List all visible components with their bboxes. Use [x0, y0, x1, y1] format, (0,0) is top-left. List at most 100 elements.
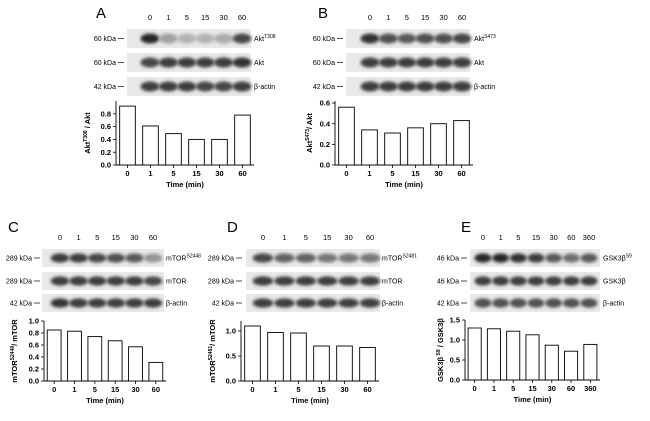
- x-axis-label: Time (min): [385, 180, 423, 189]
- kda-label: 289 kDa: [6, 256, 32, 263]
- lane-label: 5: [405, 13, 409, 22]
- blot-band: [274, 276, 295, 286]
- blot-strip: [42, 249, 164, 267]
- blot-band: [87, 298, 107, 308]
- x-tick-label: 1: [273, 385, 277, 394]
- blot-band: [50, 276, 70, 286]
- bar: [119, 105, 136, 166]
- blot-band: [415, 81, 435, 92]
- y-tick-label: 0.2: [320, 140, 330, 149]
- blot-band: [359, 276, 381, 286]
- x-tick-label: 5: [296, 385, 300, 394]
- blot-band: [316, 276, 338, 286]
- blot-band: [434, 33, 454, 44]
- bar: [453, 120, 470, 166]
- blot-strip: [346, 77, 472, 96]
- lane-label: 360: [583, 233, 596, 242]
- panel-letter: A: [96, 5, 106, 22]
- blot-band: [125, 298, 144, 308]
- blot-band: [580, 276, 598, 286]
- blot-band: [397, 33, 417, 44]
- y-axis-label: GSK3β S9 / GSK3β: [436, 318, 445, 382]
- lane-label: 15: [421, 13, 429, 22]
- y-tick-label: 0.4: [101, 135, 112, 144]
- marker-label: Akt: [474, 60, 484, 67]
- bar: [384, 132, 401, 166]
- y-axis-label: AktS473/ Akt: [305, 113, 314, 153]
- blot-band: [527, 298, 545, 308]
- blot-band: [140, 33, 160, 44]
- blot-band: [232, 57, 252, 68]
- bar: [211, 138, 228, 166]
- bar: [338, 106, 355, 166]
- y-tick-label: 0.6: [320, 99, 330, 108]
- blot-band: [434, 57, 454, 68]
- bar: [506, 330, 521, 381]
- blot-band: [125, 253, 144, 263]
- lane-label: 15: [112, 233, 120, 242]
- y-tick-label: 0.0: [320, 161, 330, 170]
- x-tick-label: 60: [238, 169, 246, 178]
- blot-band: [509, 298, 527, 308]
- bar: [290, 332, 307, 382]
- y-tick-label: 0.8: [29, 329, 39, 338]
- marker-label: mTOR: [166, 279, 186, 286]
- blot-band: [338, 298, 359, 308]
- blot-band: [359, 253, 381, 263]
- x-tick-label: 60: [457, 169, 465, 178]
- blot-band: [474, 276, 492, 286]
- bar: [87, 336, 103, 382]
- lane-label: 5: [516, 233, 520, 242]
- kda-label: 60 kDa: [313, 36, 335, 43]
- lane-label: 0: [368, 13, 372, 22]
- lane-label: 30: [549, 233, 557, 242]
- blot-band: [143, 276, 163, 286]
- bar: [336, 345, 353, 382]
- x-tick-label: 360: [584, 384, 597, 393]
- x-tick-label: 5: [171, 169, 175, 178]
- x-tick-label: 60: [363, 385, 371, 394]
- lane-label: 0: [261, 233, 265, 242]
- y-tick-label: 0.0: [29, 377, 39, 386]
- blot-band: [562, 298, 580, 308]
- blot-band: [360, 33, 380, 44]
- lane-label: 15: [532, 233, 540, 242]
- panel-letter: B: [318, 5, 328, 22]
- y-axis-label: mTORS2448/ mTOR: [10, 319, 19, 383]
- y-tick-label: 0.5: [226, 352, 236, 361]
- bar: [486, 328, 501, 381]
- blot-band: [87, 276, 107, 286]
- lane-label: 1: [386, 13, 390, 22]
- blot-band: [415, 57, 435, 68]
- blot-strip: [470, 272, 600, 290]
- y-tick-label: 0.0: [101, 161, 111, 170]
- lane-label: 30: [219, 13, 227, 22]
- bar: [467, 327, 482, 381]
- blot-band: [452, 57, 472, 68]
- marker-label: GSK3βS9: [603, 254, 632, 263]
- lane-label: 60: [149, 233, 157, 242]
- blot-strip: [470, 249, 600, 267]
- blot-band: [274, 253, 295, 263]
- blot-band: [140, 81, 160, 92]
- blot-strip: [127, 77, 252, 96]
- blot-band: [378, 57, 398, 68]
- y-tick-label: 0.0: [450, 376, 460, 385]
- lane-label: 1: [499, 233, 503, 242]
- x-axis-label: Time (min): [291, 396, 329, 405]
- kda-label: 42 kDa: [212, 301, 234, 308]
- x-tick-label: 1: [492, 384, 496, 393]
- marker-label: β-actin: [166, 301, 187, 308]
- blot-band: [492, 253, 510, 263]
- blot-band: [545, 276, 563, 286]
- blot-band: [232, 81, 252, 92]
- lane-label: 15: [323, 233, 331, 242]
- y-tick-label: 1.5: [450, 316, 460, 325]
- blot-strip: [246, 249, 381, 267]
- blot-band: [580, 298, 598, 308]
- x-axis-label: Time (min): [166, 180, 204, 189]
- x-axis-label: Time (min): [514, 395, 552, 404]
